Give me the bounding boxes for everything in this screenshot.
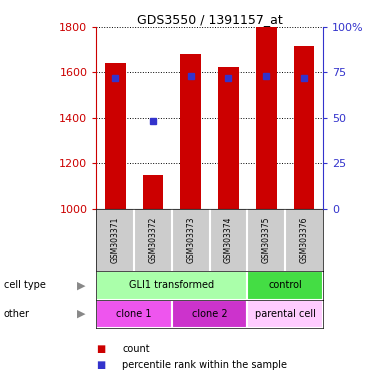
- Text: ■: ■: [96, 360, 106, 370]
- Bar: [218, 67, 239, 209]
- Bar: [105, 63, 126, 209]
- Text: ▶: ▶: [77, 280, 85, 290]
- Text: parental cell: parental cell: [255, 309, 315, 319]
- Text: GLI1 transformed: GLI1 transformed: [129, 280, 214, 290]
- Bar: [247, 271, 323, 300]
- Bar: [247, 300, 323, 328]
- Bar: [172, 300, 247, 328]
- Bar: [293, 46, 314, 209]
- Bar: [96, 300, 172, 328]
- Text: other: other: [4, 309, 30, 319]
- Bar: [96, 271, 247, 300]
- Text: GSM303374: GSM303374: [224, 217, 233, 263]
- Bar: [256, 27, 276, 209]
- Text: GSM303376: GSM303376: [299, 217, 308, 263]
- Text: GSM303372: GSM303372: [148, 217, 158, 263]
- Text: count: count: [122, 344, 150, 354]
- Text: clone 1: clone 1: [116, 309, 152, 319]
- Title: GDS3550 / 1391157_at: GDS3550 / 1391157_at: [137, 13, 282, 26]
- Bar: [143, 175, 163, 209]
- Text: ▶: ▶: [77, 309, 85, 319]
- Text: GSM303375: GSM303375: [262, 217, 271, 263]
- Text: clone 2: clone 2: [192, 309, 227, 319]
- Text: ■: ■: [96, 344, 106, 354]
- Text: percentile rank within the sample: percentile rank within the sample: [122, 360, 288, 370]
- Text: GSM303371: GSM303371: [111, 217, 120, 263]
- Text: cell type: cell type: [4, 280, 46, 290]
- Text: control: control: [268, 280, 302, 290]
- Text: GSM303373: GSM303373: [186, 217, 195, 263]
- Bar: [180, 54, 201, 209]
